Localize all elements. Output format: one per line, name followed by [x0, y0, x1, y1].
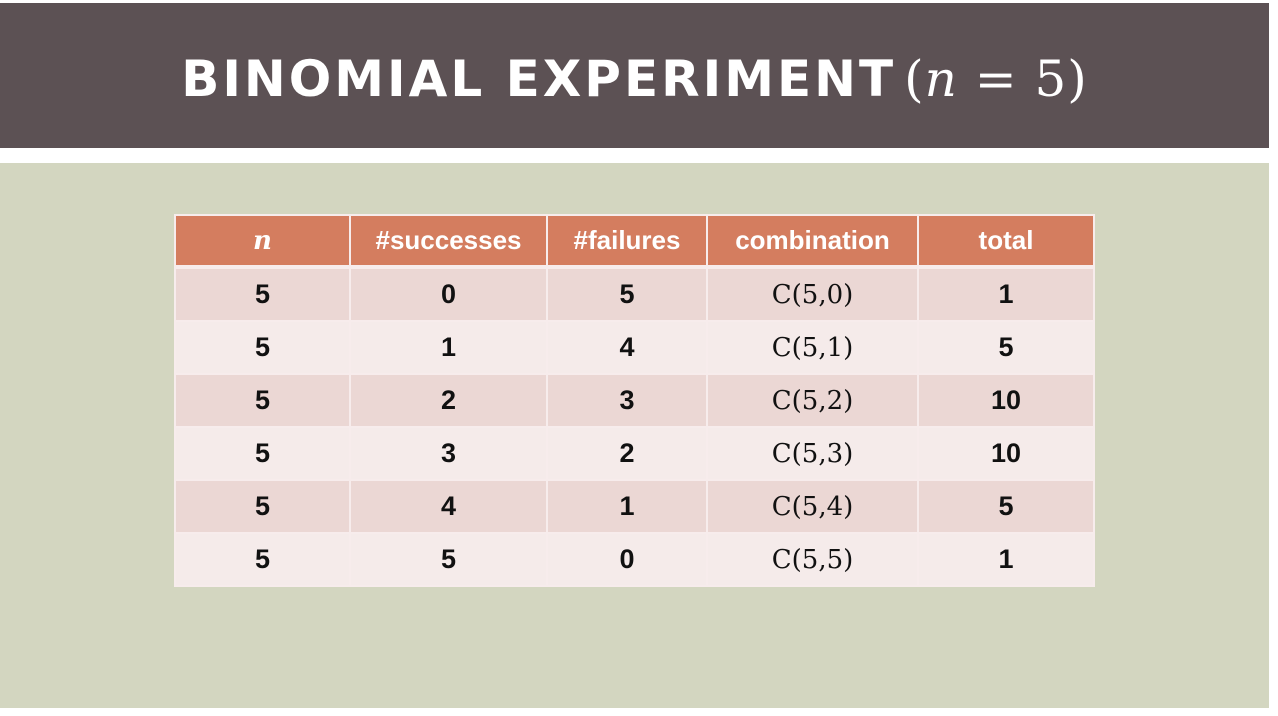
cell-n: 5	[174, 426, 351, 481]
cell-combination: C(5,0)	[706, 266, 919, 322]
table-header-row: n #successes #failures combination total	[174, 214, 1095, 269]
cell-failures: 4	[546, 320, 708, 375]
cell-successes: 1	[349, 320, 548, 375]
cell-n: 5	[174, 320, 351, 375]
header-combination: combination	[706, 214, 919, 269]
title-math-variable: n	[924, 49, 958, 108]
cell-successes: 2	[349, 373, 548, 428]
cell-n: 5	[174, 479, 351, 534]
header-total: total	[917, 214, 1095, 269]
title-text: BINOMIAL EXPERIMENT	[181, 49, 897, 108]
cell-combination: C(5,5)	[706, 532, 919, 587]
table-row: 5 0 5 C(5,0) 1	[174, 266, 1095, 322]
table-row: 5 5 0 C(5,5) 1	[174, 532, 1095, 587]
title-math-open: (	[904, 49, 925, 108]
cell-total: 5	[917, 320, 1095, 375]
cell-successes: 4	[349, 479, 548, 534]
cell-failures: 2	[546, 426, 708, 481]
cell-failures: 3	[546, 373, 708, 428]
slide-title: BINOMIAL EXPERIMENT (n = 5)	[181, 50, 1088, 108]
header-failures: #failures	[546, 214, 708, 269]
cell-combination: C(5,2)	[706, 373, 919, 428]
table-row: 5 4 1 C(5,4) 5	[174, 479, 1095, 534]
cell-total: 1	[917, 532, 1095, 587]
cell-failures: 1	[546, 479, 708, 534]
cell-successes: 3	[349, 426, 548, 481]
table-row: 5 3 2 C(5,3) 10	[174, 426, 1095, 481]
cell-n: 5	[174, 532, 351, 587]
cell-successes: 5	[349, 532, 548, 587]
title-math: (n = 5)	[904, 50, 1088, 108]
cell-total: 5	[917, 479, 1095, 534]
cell-combination: C(5,1)	[706, 320, 919, 375]
content-area: n #successes #failures combination total…	[0, 163, 1269, 708]
cell-combination: C(5,3)	[706, 426, 919, 481]
cell-total: 10	[917, 426, 1095, 481]
table-row: 5 1 4 C(5,1) 5	[174, 320, 1095, 375]
cell-total: 10	[917, 373, 1095, 428]
header-successes: #successes	[349, 214, 548, 269]
title-math-rest: = 5)	[957, 49, 1088, 108]
cell-successes: 0	[349, 266, 548, 322]
title-bar: BINOMIAL EXPERIMENT (n = 5)	[0, 3, 1269, 148]
cell-failures: 5	[546, 266, 708, 322]
cell-total: 1	[917, 266, 1095, 322]
cell-combination: C(5,4)	[706, 479, 919, 534]
table-row: 5 2 3 C(5,2) 10	[174, 373, 1095, 428]
cell-n: 5	[174, 266, 351, 322]
cell-n: 5	[174, 373, 351, 428]
cell-failures: 0	[546, 532, 708, 587]
binomial-table: n #successes #failures combination total…	[174, 214, 1095, 587]
header-n: n	[174, 214, 351, 269]
